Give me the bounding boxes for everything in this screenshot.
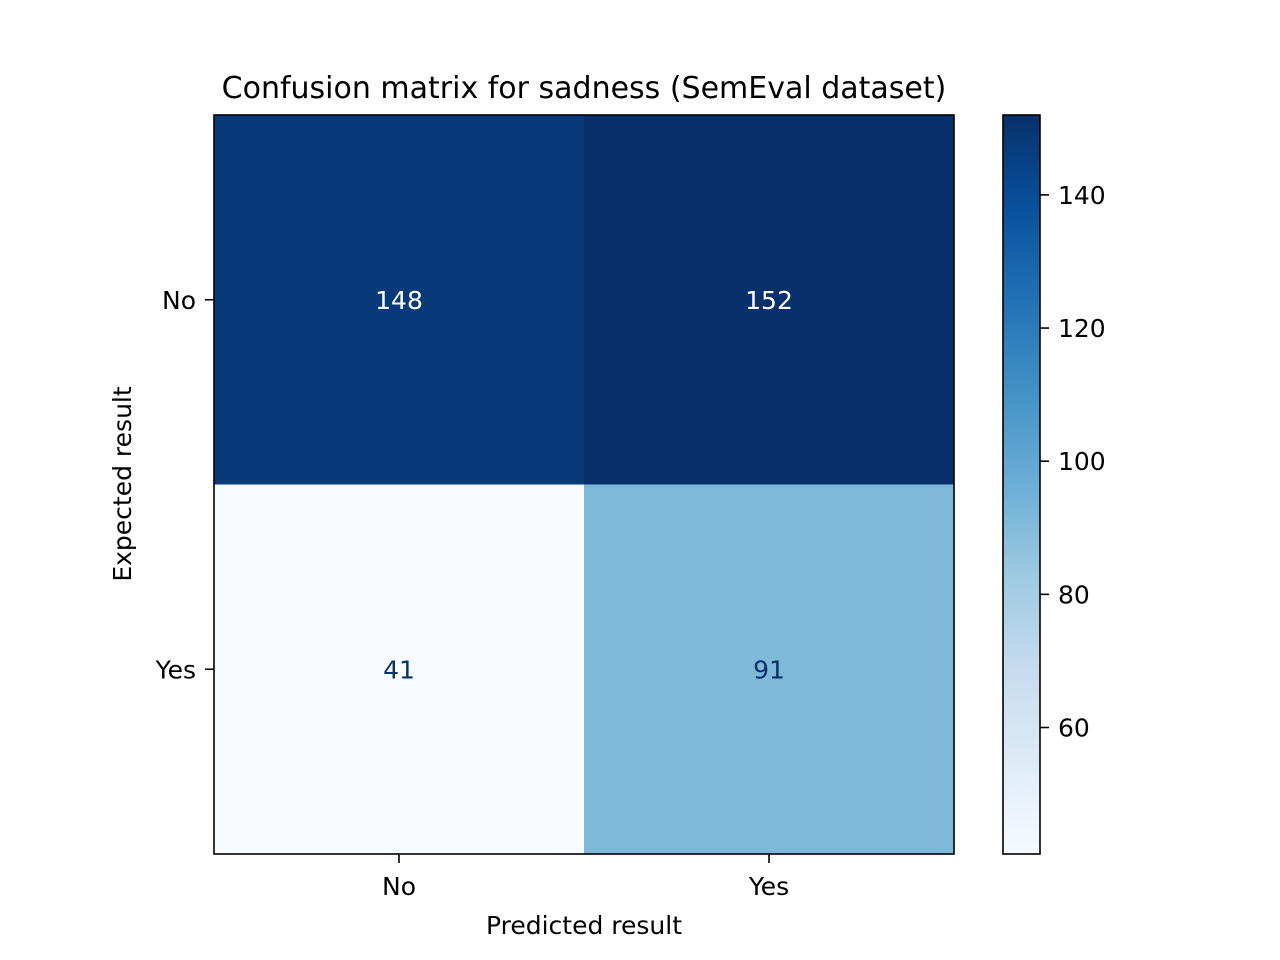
x-axis-label: Predicted result [486, 911, 682, 940]
colorbar-tick-label: 100 [1058, 447, 1106, 476]
heatmap-cells [214, 115, 955, 855]
plot-frame [213, 114, 955, 855]
colorbar-tick-label: 120 [1058, 314, 1106, 343]
heatmap-cell [584, 115, 955, 485]
y-axis-ticks: No Yes [155, 286, 214, 684]
colorbar-tick-label: 80 [1058, 580, 1090, 609]
y-tick-label: No [162, 286, 196, 315]
colorbar [1003, 115, 1040, 854]
cell-value-label: 152 [745, 286, 793, 315]
chart-title: Confusion matrix for sadness (SemEval da… [222, 71, 947, 106]
x-axis-ticks: No Yes [382, 854, 789, 901]
heatmap-cell [214, 115, 585, 485]
heatmap-cell [584, 484, 955, 855]
cell-value-label: 91 [753, 655, 785, 684]
colorbar-tick-label: 60 [1058, 714, 1090, 743]
colorbar-tick-label: 140 [1058, 181, 1106, 210]
y-tick-label: Yes [155, 655, 196, 684]
heatmap-cell [214, 484, 585, 855]
colorbar-ticks: 60 80 100 120 140 [1040, 181, 1106, 743]
y-axis-label: Expected result [108, 386, 137, 582]
heatmap-cell-labels: 148 152 41 91 [375, 286, 793, 685]
x-tick-label: No [382, 872, 416, 901]
x-tick-label: Yes [748, 872, 789, 901]
cell-value-label: 41 [383, 655, 415, 684]
colorbar-frame [1002, 114, 1041, 855]
cell-value-label: 148 [375, 286, 423, 315]
